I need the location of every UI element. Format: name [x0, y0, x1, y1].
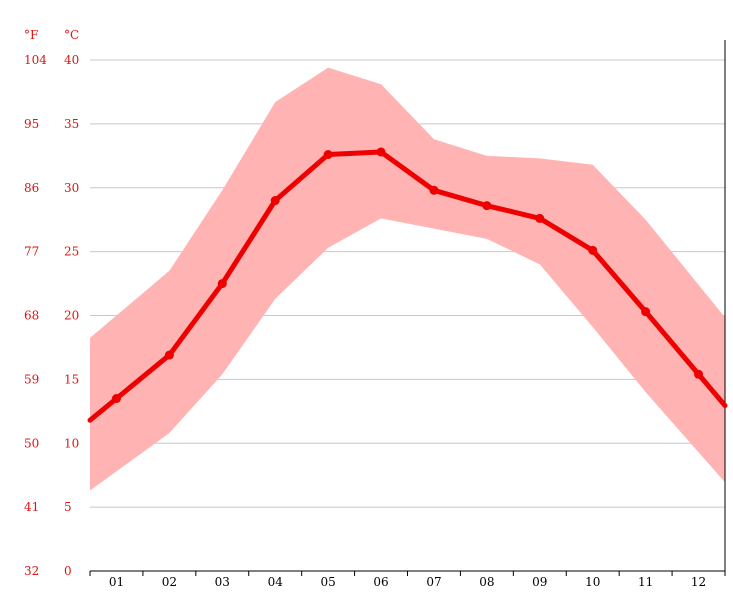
data-point — [217, 279, 227, 289]
data-point — [482, 201, 492, 211]
y-tick-label-celsius: 20 — [64, 309, 79, 323]
average-temperature-line — [87, 149, 728, 423]
data-point — [270, 196, 280, 206]
data-point — [588, 245, 598, 255]
y-tick-label-celsius: 30 — [64, 181, 79, 195]
y-tick-label-fahrenheit: 95 — [24, 117, 39, 131]
data-points — [111, 147, 704, 404]
x-tick-label: 02 — [162, 575, 177, 589]
data-point — [535, 213, 545, 223]
y-tick-label-fahrenheit: 41 — [24, 500, 39, 514]
data-point — [641, 307, 651, 317]
x-tick-label: 06 — [373, 575, 388, 589]
data-point — [429, 185, 439, 195]
data-point — [164, 350, 174, 360]
y-tick-label-fahrenheit: 104 — [24, 53, 47, 67]
y-tick-label-celsius: 25 — [64, 245, 79, 259]
unit-label-fahrenheit: °F — [24, 28, 38, 42]
x-tick-label: 05 — [320, 575, 335, 589]
y-tick-label-celsius: 40 — [64, 53, 79, 67]
x-axis-ticks — [89, 571, 726, 576]
data-point — [694, 369, 704, 379]
temperature-range-band — [90, 67, 725, 491]
y-tick-label-fahrenheit: 86 — [24, 181, 39, 195]
x-tick-label: 04 — [268, 575, 284, 589]
unit-label-celsius: °C — [64, 28, 79, 42]
y-axis-labels: 0 32 5 41 10 50 15 59 20 68 25 77 30 86 35 95 40 104 — [24, 53, 79, 578]
y-tick-label-celsius: 35 — [64, 117, 79, 131]
data-point — [111, 394, 121, 404]
data-point — [376, 147, 386, 157]
y-tick-label-fahrenheit: 77 — [24, 245, 39, 259]
x-tick-label: 10 — [585, 575, 600, 589]
x-tick-label: 01 — [109, 575, 124, 589]
y-tick-label-celsius: 15 — [64, 372, 79, 386]
data-point — [323, 150, 333, 160]
y-tick-label-fahrenheit: 50 — [24, 436, 39, 450]
x-tick-label: 08 — [479, 575, 494, 589]
x-axis-labels: 01 02 03 04 05 06 07 08 09 10 11 12 — [109, 575, 706, 589]
y-tick-label-fahrenheit: 59 — [24, 372, 39, 386]
x-tick-label: 11 — [638, 575, 653, 589]
y-tick-label-fahrenheit: 32 — [24, 564, 39, 578]
y-tick-label-celsius: 5 — [64, 500, 72, 514]
y-tick-label-fahrenheit: 68 — [24, 309, 39, 323]
y-tick-label-celsius: 10 — [64, 436, 79, 450]
x-tick-label: 03 — [215, 575, 230, 589]
x-tick-label: 09 — [532, 575, 547, 589]
y-tick-label-celsius: 0 — [64, 564, 72, 578]
x-tick-label: 07 — [426, 575, 441, 589]
x-tick-label: 12 — [691, 575, 706, 589]
